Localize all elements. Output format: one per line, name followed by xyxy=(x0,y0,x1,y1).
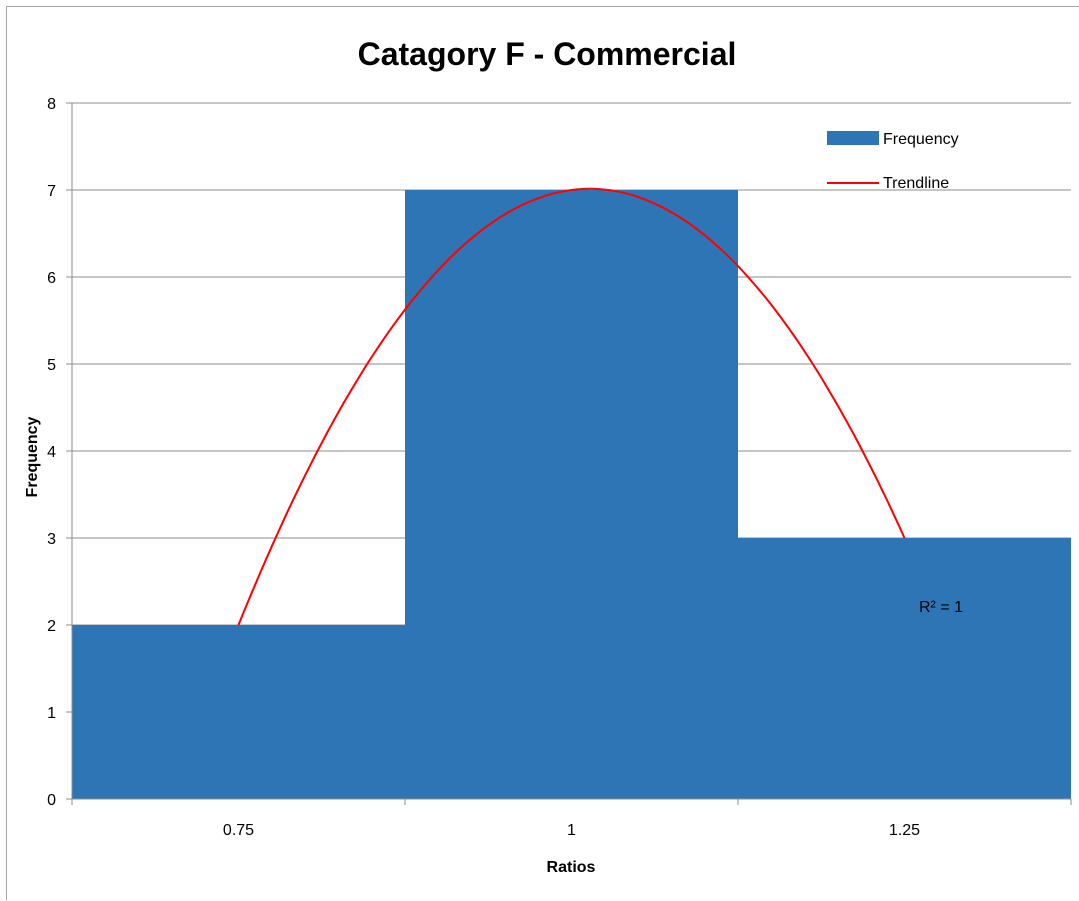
bars xyxy=(72,190,1071,799)
y-tick-label: 8 xyxy=(47,96,56,113)
y-tick-label: 2 xyxy=(47,618,56,635)
x-tick-label: 1.25 xyxy=(889,822,920,839)
y-tick-label: 4 xyxy=(47,444,56,461)
bar xyxy=(72,625,405,799)
trendline-layer xyxy=(237,187,906,626)
legend-label-trendline: Trendline xyxy=(883,175,949,192)
y-tick-label: 7 xyxy=(47,183,56,200)
y-tick-label: 0 xyxy=(47,792,56,809)
y-tick-label: 3 xyxy=(47,531,56,548)
legend: Frequency Trendline xyxy=(827,131,959,192)
y-axis-label: Frequency xyxy=(24,416,41,497)
x-axis-label: Ratios xyxy=(547,859,596,876)
r-squared-annotation: R² = 1 xyxy=(919,599,963,616)
legend-label-frequency: Frequency xyxy=(883,131,959,148)
chart-title: Catagory F - Commercial xyxy=(358,36,737,72)
y-tick-label: 5 xyxy=(47,357,56,374)
legend-swatch-frequency xyxy=(827,131,879,145)
bar xyxy=(738,538,1071,799)
chart-frame: Catagory F - Commercial 0 1 2 3 4 5 6 7 8 0.75 1 1… xyxy=(6,6,1079,900)
x-tick-labels: 0.75 1 1.25 xyxy=(223,822,920,839)
trendline xyxy=(237,187,906,626)
y-tick-label: 6 xyxy=(47,270,56,287)
y-tick-label: 1 xyxy=(47,705,56,722)
bar xyxy=(405,190,738,799)
x-tick-label: 0.75 xyxy=(223,822,254,839)
chart: Catagory F - Commercial 0 1 2 3 4 5 6 7 8 0.75 1 1… xyxy=(24,36,1072,876)
axes xyxy=(71,103,1072,805)
y-tick-labels: 0 1 2 3 4 5 6 7 8 xyxy=(47,96,56,809)
x-tick-label: 1 xyxy=(567,822,576,839)
